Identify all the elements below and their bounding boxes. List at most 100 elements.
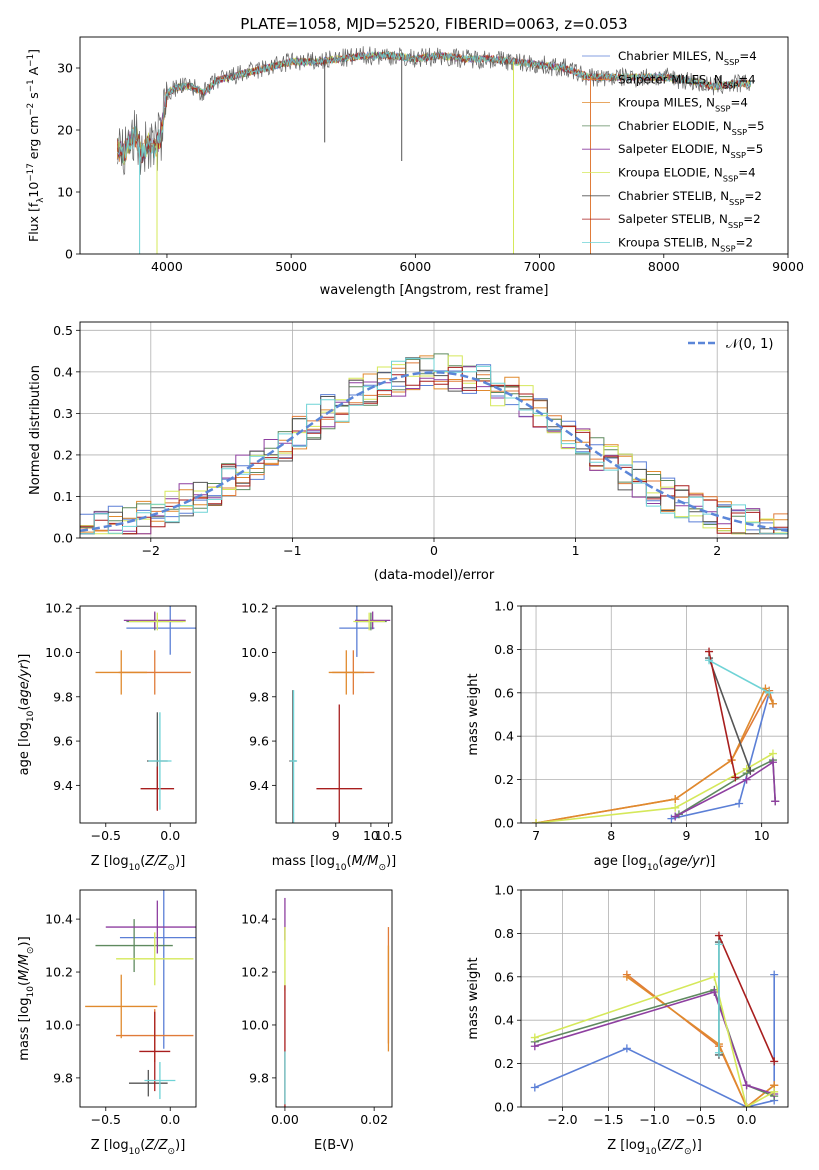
x-tick-label: 10 bbox=[363, 828, 379, 843]
weight-vs-z-panel: −2.0 −1.5 −1.0 −0.5 0.0 0.0 0.2 0.4 0.6 0.8 1.0 mas… bbox=[466, 883, 789, 1157]
x-axis-label: Z [log10(Z/Z⊙)] bbox=[607, 1138, 702, 1157]
legend-label: Kroupa STELIB, NSSP=2 bbox=[618, 235, 753, 253]
axes-frame bbox=[275, 605, 393, 824]
weight-marker bbox=[765, 688, 774, 697]
y-axis-label: age [log10(age/yr)] bbox=[17, 654, 36, 776]
weight-vs-age-lines bbox=[532, 647, 780, 823]
weight-marker bbox=[714, 1048, 723, 1057]
x-axis-label: Z [log10(Z/Z⊙)] bbox=[91, 854, 186, 873]
weight-marker bbox=[622, 972, 631, 981]
y-tick-label: 10.4 bbox=[241, 912, 269, 927]
mass-vs-ebv-errorbars bbox=[284, 897, 390, 1107]
y-tick-label: 9.6 bbox=[249, 734, 269, 749]
y-tick-label: 30 bbox=[57, 61, 73, 76]
y-tick-label: 0.5 bbox=[53, 323, 73, 338]
x-axis-label: (data-model)/error bbox=[374, 568, 495, 583]
spectrum-line-salpeter-stelib bbox=[116, 51, 752, 164]
weight-line-kroupa-elodie bbox=[535, 752, 774, 823]
weight-vs-z-lines bbox=[530, 931, 779, 1107]
x-axis-label: age [log10(age/yr)] bbox=[594, 854, 716, 873]
x-tick-label: 10.5 bbox=[375, 828, 403, 843]
weight-marker bbox=[770, 970, 779, 979]
y-tick-label: 10.2 bbox=[241, 601, 269, 616]
weight-marker bbox=[532, 819, 541, 823]
x-tick-label: 8000 bbox=[648, 259, 680, 274]
legend-label: 𝒩(0, 1) bbox=[726, 337, 773, 352]
x-tick-label: 6000 bbox=[399, 259, 431, 274]
y-tick-label: 10.0 bbox=[45, 1017, 73, 1032]
y-tick-label: 20 bbox=[57, 123, 73, 138]
x-tick-label: 4000 bbox=[151, 259, 183, 274]
weight-line-kroupa-stelib bbox=[708, 659, 770, 694]
weight-marker bbox=[671, 812, 680, 821]
x-tick-label: 5000 bbox=[275, 259, 307, 274]
histogram-step-salpeter-elodie bbox=[80, 366, 788, 535]
weight-line-kroupa-miles bbox=[626, 976, 775, 1107]
axes-frame bbox=[79, 605, 197, 824]
y-tick-label: 0.0 bbox=[494, 816, 514, 831]
legend-label: Kroupa ELODIE, NSSP=4 bbox=[618, 166, 756, 184]
weight-marker bbox=[735, 799, 744, 808]
y-tick-label: 9.8 bbox=[249, 1070, 269, 1085]
axes-frame bbox=[520, 889, 789, 1108]
legend-label: Kroupa MILES, NSSP=4 bbox=[618, 96, 748, 114]
x-tick-label: 0.0 bbox=[737, 1112, 757, 1127]
y-tick-label: 9.6 bbox=[53, 734, 73, 749]
spectrum-line-kroupa-stelib bbox=[117, 51, 752, 163]
y-tick-label: 0.0 bbox=[494, 1100, 514, 1115]
axes-frame bbox=[79, 889, 197, 1108]
y-tick-label: 9.8 bbox=[53, 1070, 73, 1085]
x-tick-label: −1.0 bbox=[639, 1112, 669, 1127]
y-tick-label: 10.2 bbox=[241, 965, 269, 980]
y-tick-label: 0.0 bbox=[53, 531, 73, 546]
normal-curve bbox=[80, 371, 788, 532]
axes-frame bbox=[79, 36, 789, 255]
weight-marker bbox=[530, 1033, 539, 1042]
age-vs-z-errorbars bbox=[95, 606, 196, 811]
figure-title: PLATE=1058, MJD=52520, FIBERID=0063, z=0… bbox=[240, 15, 627, 33]
x-axis-label: mass [log10(M/M⊙)] bbox=[272, 854, 396, 873]
y-tick-label: 0.2 bbox=[53, 447, 73, 462]
x-tick-label: 2 bbox=[713, 543, 721, 558]
weight-marker bbox=[671, 795, 680, 804]
y-tick-label: 0.2 bbox=[494, 1056, 514, 1071]
mass-vs-z-errorbars bbox=[85, 890, 196, 1100]
histogram-step-kroupa-stelib bbox=[80, 357, 788, 535]
x-tick-label: 0 bbox=[430, 543, 438, 558]
weight-marker bbox=[705, 647, 714, 656]
histogram-bars bbox=[80, 353, 788, 535]
x-tick-label: 1 bbox=[572, 543, 580, 558]
legend-label: Chabrier STELIB, NSSP=2 bbox=[618, 189, 762, 207]
y-tick-label: 10 bbox=[57, 185, 73, 200]
histogram-step-chabrier-stelib bbox=[80, 357, 788, 535]
y-tick-label: 10.0 bbox=[241, 1017, 269, 1032]
legend-label: Chabrier ELODIE, NSSP=5 bbox=[618, 119, 765, 137]
y-tick-label: 0.4 bbox=[494, 1013, 514, 1028]
weight-marker bbox=[771, 797, 780, 806]
weight-marker bbox=[770, 1057, 779, 1066]
weight-marker bbox=[710, 987, 719, 996]
weight-marker bbox=[671, 803, 680, 812]
histogram-panel: −2 −1 0 1 2 0.0 0.1 0.2 0.3 0.4 0.5 𝒩(0, 1) (data-mo… bbox=[28, 321, 789, 583]
weight-marker bbox=[768, 758, 777, 767]
axes-frame bbox=[79, 321, 789, 539]
y-tick-label: 0.3 bbox=[53, 406, 73, 421]
y-tick-label: 0.8 bbox=[494, 926, 514, 941]
weight-line-chabrier-stelib bbox=[708, 657, 752, 772]
x-tick-label: 9 bbox=[332, 828, 340, 843]
weight-marker bbox=[710, 972, 719, 981]
y-tick-label: 0.4 bbox=[494, 729, 514, 744]
x-tick-label: 0.00 bbox=[271, 1112, 299, 1127]
y-tick-label: 1.0 bbox=[494, 599, 514, 614]
axes-frame bbox=[520, 605, 789, 824]
y-tick-label: 0.6 bbox=[494, 969, 514, 984]
spectrum-line-chabrier-stelib bbox=[116, 46, 752, 176]
weight-marker bbox=[742, 1103, 751, 1107]
y-axis-label: mass weight bbox=[466, 957, 481, 1039]
y-tick-label: 10.2 bbox=[45, 601, 73, 616]
weight-vs-age-panel: 7 8 9 10 0.0 0.2 0.4 0.6 0.8 1.0 mass weight age [l… bbox=[466, 599, 789, 873]
x-tick-label: 10 bbox=[754, 828, 770, 843]
mass-vs-ebv-panel: 0.00 0.02 9.8 10.0 10.2 10.4 E(B-V) bbox=[241, 889, 393, 1153]
age-vs-z-panel: −0.5 0.0 9.4 9.6 9.8 10.0 10.2 Z [log10(Z/Z⊙)] a… bbox=[17, 601, 197, 873]
y-tick-label: 9.4 bbox=[53, 778, 73, 793]
